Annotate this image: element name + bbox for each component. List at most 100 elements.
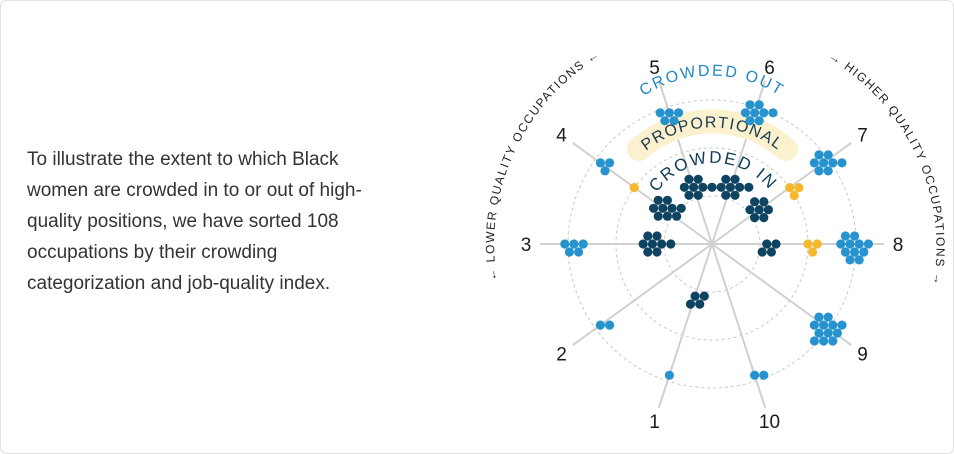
dot-crowded-in-4 bbox=[676, 203, 686, 213]
dot-crowded-in-4 bbox=[649, 203, 659, 213]
chart-tick-labels: 1 2 3 4 5 6 7 8 9 10 bbox=[521, 58, 904, 433]
dot-crowded-out-6 bbox=[754, 100, 764, 110]
dot-crowded-out-8 bbox=[845, 239, 855, 249]
dot-proportional-7 bbox=[794, 183, 804, 193]
dot-crowded-in-6 bbox=[730, 174, 740, 184]
dot-crowded-out-8 bbox=[850, 247, 860, 257]
dot-crowded-out-9 bbox=[819, 336, 829, 346]
dot-crowded-in-4 bbox=[653, 211, 663, 221]
dot-crowded-out-7 bbox=[814, 150, 824, 160]
dot-crowded-out-8 bbox=[859, 247, 869, 257]
dot-crowded-in-7 bbox=[754, 205, 764, 215]
dot-crowded-out-8 bbox=[845, 255, 855, 265]
intro-line: categorization and job-quality index. bbox=[27, 273, 331, 294]
dot-crowded-out-3 bbox=[578, 239, 588, 249]
dot-crowded-out-8 bbox=[850, 231, 860, 241]
category-label-3: 3 bbox=[521, 235, 532, 256]
dot-crowded-in-6 bbox=[725, 182, 736, 192]
dot-crowded-out-9 bbox=[819, 320, 829, 330]
dot-crowded-in-7 bbox=[763, 205, 774, 215]
dot-crowded-in-7 bbox=[759, 213, 769, 223]
dot-crowded-out-6 bbox=[759, 108, 769, 118]
dot-crowded-out-9 bbox=[837, 320, 847, 330]
dot-crowded-in-1 bbox=[690, 291, 700, 301]
dot-crowded-in-8 bbox=[762, 239, 772, 249]
dot-crowded-in-3 bbox=[652, 231, 662, 241]
intro-line: quality positions, we have sorted 108 bbox=[27, 211, 339, 232]
dot-crowded-in-3 bbox=[643, 231, 653, 241]
dot-crowded-out-10 bbox=[750, 370, 760, 380]
category-label-9: 9 bbox=[857, 344, 868, 365]
dot-crowded-in-6 bbox=[735, 182, 745, 192]
category-label-1: 1 bbox=[649, 412, 660, 433]
dot-crowded-out-8 bbox=[854, 239, 864, 249]
dot-crowded-in-6 bbox=[744, 182, 754, 192]
category-label-8: 8 bbox=[893, 235, 904, 256]
dot-crowded-out-7 bbox=[814, 166, 824, 176]
category-label-5: 5 bbox=[649, 58, 660, 79]
dot-crowded-in-3 bbox=[666, 239, 676, 249]
dot-crowded-out-6 bbox=[768, 108, 778, 118]
dot-crowded-out-8 bbox=[836, 239, 846, 249]
dot-crowded-in-7 bbox=[759, 197, 769, 207]
dot-crowded-out-4 bbox=[595, 158, 606, 168]
dot-crowded-out-5 bbox=[669, 116, 679, 126]
intro-line: occupations by their crowding bbox=[27, 242, 278, 263]
dot-crowded-out-9 bbox=[832, 328, 843, 338]
intro-line: women are crowded in to or out of high- bbox=[27, 180, 362, 201]
dot-crowded-in-8 bbox=[766, 247, 777, 257]
spoke-4 bbox=[572, 142, 713, 245]
dot-crowded-in-4 bbox=[667, 203, 677, 213]
spoke-2 bbox=[572, 243, 713, 346]
dot-crowded-in-3 bbox=[647, 239, 658, 249]
dot-crowded-out-2 bbox=[595, 320, 606, 330]
dot-crowded-in-5 bbox=[698, 182, 708, 192]
dot-crowded-in-1 bbox=[685, 299, 696, 309]
dot-crowded-out-8 bbox=[840, 231, 851, 241]
spoke-9 bbox=[711, 243, 852, 346]
dot-crowded-in-6 bbox=[721, 174, 731, 184]
dot-crowded-in-4 bbox=[653, 195, 663, 205]
category-label-2: 2 bbox=[556, 344, 567, 365]
chart-spokes bbox=[540, 80, 884, 408]
dot-proportional-4 bbox=[629, 183, 639, 193]
dot-crowded-out-5 bbox=[655, 108, 665, 118]
dot-proportional-8 bbox=[803, 239, 813, 249]
dot-crowded-out-7 bbox=[809, 158, 820, 168]
dot-crowded-in-5 bbox=[707, 182, 717, 192]
dot-crowded-in-5 bbox=[684, 174, 694, 184]
spoke-10 bbox=[711, 243, 767, 408]
dot-crowded-out-9 bbox=[809, 320, 820, 330]
dot-crowded-out-3 bbox=[574, 247, 584, 257]
dot-crowded-in-3 bbox=[652, 247, 662, 257]
dot-crowded-out-3 bbox=[560, 239, 570, 249]
spoke-7 bbox=[711, 142, 852, 245]
dot-crowded-out-9 bbox=[823, 328, 833, 338]
dot-crowded-out-9 bbox=[809, 336, 820, 346]
dot-crowded-out-7 bbox=[823, 150, 833, 160]
dot-crowded-out-5 bbox=[674, 108, 684, 118]
dot-crowded-in-4 bbox=[662, 195, 673, 205]
dot-crowded-in-3 bbox=[643, 247, 653, 257]
dot-crowded-out-9 bbox=[823, 312, 833, 322]
category-label-7: 7 bbox=[857, 126, 868, 147]
dot-crowded-out-5 bbox=[664, 108, 675, 118]
proportional-band bbox=[627, 109, 798, 161]
dot-proportional-8 bbox=[808, 247, 818, 257]
dot-crowded-out-8 bbox=[863, 239, 874, 249]
dot-crowded-in-5 bbox=[689, 182, 699, 192]
dot-crowded-in-7 bbox=[745, 205, 755, 215]
spoke-1 bbox=[657, 243, 713, 408]
dot-crowded-out-5 bbox=[660, 116, 670, 126]
dot-proportional-7 bbox=[789, 190, 799, 201]
category-label-4: 4 bbox=[556, 126, 567, 147]
dot-crowded-out-7 bbox=[837, 158, 847, 168]
dot-crowded-out-7 bbox=[819, 158, 829, 168]
dot-crowded-out-4 bbox=[605, 158, 615, 168]
dot-crowded-in-4 bbox=[662, 211, 673, 221]
dot-crowded-out-9 bbox=[814, 328, 824, 338]
dot-crowded-in-5 bbox=[679, 182, 690, 192]
category-label-6: 6 bbox=[764, 58, 775, 79]
dot-crowded-in-4 bbox=[672, 211, 682, 221]
dot-crowded-out-6 bbox=[754, 116, 764, 126]
